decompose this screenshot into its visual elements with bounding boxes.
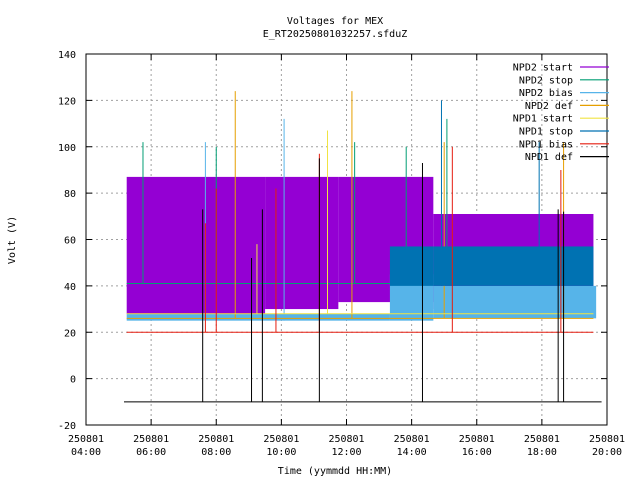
x-axis-label: Time (yymmdd HH:MM) <box>278 466 392 477</box>
x-tick-label-date: 250801 <box>589 434 625 445</box>
data-band <box>389 246 434 286</box>
x-tick-label-date: 250801 <box>524 434 560 445</box>
x-tick-label-time: 08:00 <box>201 447 231 458</box>
y-tick-label: -20 <box>58 421 76 432</box>
data-band <box>126 313 390 321</box>
x-tick-label-time: 16:00 <box>462 447 492 458</box>
x-tick-label-date: 250801 <box>198 434 234 445</box>
x-tick-label-date: 250801 <box>133 434 169 445</box>
legend-label: NPD2 start <box>513 63 573 74</box>
y-axis-label: Volt (V) <box>7 216 18 264</box>
axis-ticks: -20 0 20 40 60 80 100 120 140 250801 04:00 250801 06… <box>58 50 625 458</box>
y-tick-label: 140 <box>58 50 76 61</box>
y-tick-label: 80 <box>64 189 76 200</box>
series-npd1-stop <box>389 100 594 286</box>
y-tick-label: 20 <box>64 328 76 339</box>
series-npd1-start <box>126 130 594 315</box>
x-tick-label-time: 20:00 <box>592 447 622 458</box>
x-tick-label-time: 18:00 <box>527 447 557 458</box>
x-tick-label-date: 250801 <box>328 434 364 445</box>
legend-label: NPD1 def <box>525 152 573 163</box>
chart-subtitle: E_RT20250801032257.sfduZ <box>263 29 408 40</box>
chart-title: Voltages for MEX <box>287 16 383 27</box>
y-tick-label: 0 <box>70 375 76 386</box>
legend-label: NPD1 stop <box>519 127 573 138</box>
data-band <box>433 285 597 319</box>
legend-label: NPD1 start <box>513 114 573 125</box>
series-npd1-def <box>123 158 602 403</box>
x-tick-label-date: 250801 <box>394 434 430 445</box>
series-group <box>123 91 602 403</box>
x-tick-label-time: 12:00 <box>331 447 361 458</box>
x-tick-label-time: 06:00 <box>136 447 166 458</box>
legend-label: NPD2 def <box>525 101 573 112</box>
x-tick-label-date: 250801 <box>263 434 299 445</box>
x-tick-label-time: 10:00 <box>266 447 296 458</box>
x-tick-label-time: 04:00 <box>71 447 101 458</box>
x-tick-label-time: 14:00 <box>397 447 427 458</box>
x-tick-label-date: 250801 <box>68 434 104 445</box>
y-tick-label: 40 <box>64 282 76 293</box>
data-band <box>126 176 266 314</box>
data-band <box>433 246 594 286</box>
y-tick-label: 60 <box>64 236 76 247</box>
legend-label: NPD2 bias <box>519 88 573 99</box>
legend-label: NPD1 bias <box>519 139 573 150</box>
legend-label: NPD2 stop <box>519 75 573 86</box>
data-band <box>265 176 339 310</box>
y-tick-label: 100 <box>58 143 76 154</box>
y-tick-label: 120 <box>58 96 76 107</box>
x-tick-label-date: 250801 <box>459 434 495 445</box>
